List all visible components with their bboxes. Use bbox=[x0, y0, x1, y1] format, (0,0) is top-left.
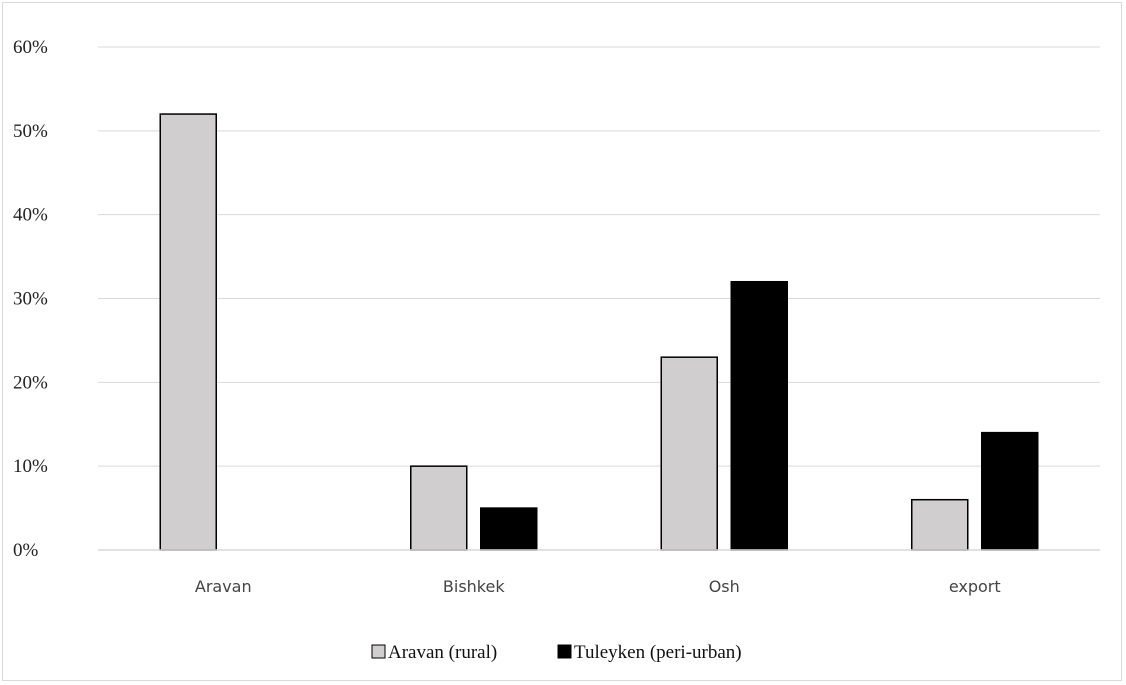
y-axis-ticks: 0% 10% 20% 30% 40% 50% 60% bbox=[13, 37, 48, 561]
x-axis-ticks: Aravan Bishkek Osh export bbox=[195, 577, 1001, 596]
bar-aravan-rural-aravan bbox=[159, 113, 217, 551]
y-tick-label: 20% bbox=[13, 372, 48, 393]
legend-swatch bbox=[371, 644, 386, 659]
x-tick-label: export bbox=[949, 577, 1001, 596]
x-tick-label: Aravan bbox=[195, 577, 252, 596]
bar-tuleyken-peri-urban-osh bbox=[730, 280, 788, 551]
legend: Aravan (rural) Tuleyken (peri-urban) bbox=[371, 642, 742, 663]
bar-aravan-rural-export bbox=[911, 498, 969, 551]
bar-aravan-rural-bishkek bbox=[410, 465, 468, 551]
bar-chart: 0% 10% 20% 30% 40% 50% 60% Aravan Bishkek Osh exp… bbox=[13, 37, 1100, 663]
y-tick-label: 40% bbox=[13, 205, 48, 226]
x-tick-label: Osh bbox=[709, 577, 740, 596]
y-tick-label: 10% bbox=[13, 456, 48, 477]
legend-swatch bbox=[557, 644, 572, 659]
y-tick-label: 50% bbox=[13, 121, 48, 142]
x-tick-label: Bishkek bbox=[443, 577, 505, 596]
bar-tuleyken-peri-urban-bishkek bbox=[480, 507, 538, 551]
y-tick-label: 30% bbox=[13, 289, 48, 310]
y-tick-label: 0% bbox=[13, 540, 39, 561]
legend-label: Aravan (rural) bbox=[388, 642, 497, 663]
gridlines bbox=[98, 46, 1100, 467]
bars bbox=[159, 113, 1039, 551]
y-tick-label: 60% bbox=[13, 37, 48, 58]
bar-aravan-rural-osh bbox=[660, 356, 718, 551]
bar-tuleyken-peri-urban-export bbox=[981, 431, 1039, 551]
legend-label: Tuleyken (peri-urban) bbox=[574, 642, 742, 663]
